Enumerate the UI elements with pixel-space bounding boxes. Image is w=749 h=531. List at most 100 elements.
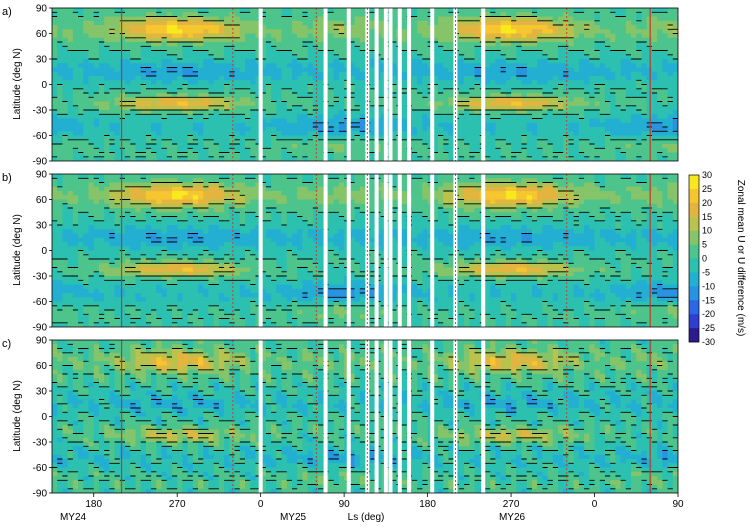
- panel-b: [51, 173, 679, 328]
- x-tick-label: 0: [258, 499, 264, 510]
- data-gap-bar: [374, 340, 379, 493]
- y-tick-label: -30: [33, 272, 48, 283]
- colorbar-segment: [689, 202, 699, 218]
- y-tick-label: -90: [33, 157, 48, 168]
- y-tick-label: -30: [33, 438, 48, 449]
- y-tick-label: -30: [33, 106, 48, 117]
- y-tick-label: -90: [33, 323, 48, 334]
- colorbar-tick-label: -25: [702, 323, 715, 333]
- mars-year-label-my26: MY26: [499, 512, 526, 523]
- colorbar: 30 25 20 15 10 5 0 -5 -10 -15 -20 -25 -30: [688, 170, 715, 347]
- colorbar-label: Zonal mean U or U difference (m/s): [735, 180, 746, 337]
- y-axis-label-a: Latitude (deg N): [12, 48, 23, 120]
- y-axis-label-b: Latitude (deg N): [12, 214, 23, 286]
- x-tick-label: 270: [503, 499, 520, 510]
- data-gap-bar: [430, 174, 435, 327]
- y-tick-label: 0: [41, 412, 47, 423]
- colorbar-tick-label: -10: [702, 281, 715, 291]
- data-gap-bar: [388, 8, 393, 161]
- colorbar-tick-label: -30: [702, 337, 715, 347]
- y-tick-label: 90: [36, 4, 48, 15]
- data-gap-bar: [407, 174, 412, 327]
- colorbar-segment: [689, 244, 699, 259]
- y-tick-label: 90: [36, 170, 48, 181]
- x-tick-label: 90: [339, 499, 351, 510]
- y-axis-label-c: Latitude (deg N): [12, 380, 23, 452]
- colorbar-tick-label: 30: [702, 170, 712, 180]
- colorbar-segment: [689, 286, 699, 301]
- data-gap-bar: [388, 174, 393, 327]
- panel-label-a: a): [2, 6, 12, 18]
- x-tick-labels: 180270090180270090180270090: [85, 493, 684, 510]
- data-gap-bar: [383, 174, 388, 327]
- data-gap-bar: [383, 8, 388, 161]
- y-tick-label: -90: [33, 489, 48, 500]
- colorbar-tick-label: -20: [702, 309, 715, 319]
- colorbar-segment: [689, 314, 699, 329]
- data-gap-bar: [481, 8, 486, 161]
- y-tick-label: 60: [36, 29, 48, 40]
- data-gap-bar: [374, 174, 379, 327]
- data-gap-bar: [323, 8, 328, 161]
- colorbar-segment: [689, 300, 699, 315]
- y-tick-label: -60: [33, 131, 48, 142]
- data-gap-bar: [388, 340, 393, 493]
- data-gap-bar: [258, 174, 263, 327]
- y-tick-label: 30: [36, 55, 48, 66]
- colorbar-segment: [689, 230, 699, 245]
- colorbar-tick-label: 10: [702, 226, 712, 236]
- panel-label-b: b): [2, 172, 12, 184]
- x-tick-label: 90: [672, 499, 684, 510]
- data-gap-bar: [258, 340, 263, 493]
- panel-label-c: c): [2, 338, 11, 350]
- y-tick-label: -60: [33, 463, 48, 474]
- colorbar-tick-label: -5: [702, 267, 710, 277]
- colorbar-segment: [689, 175, 699, 190]
- colorbar-segment: [689, 328, 699, 343]
- colorbar-tick-label: -15: [702, 295, 715, 305]
- y-tick-label: 30: [36, 387, 48, 398]
- colorbar-segment: [689, 272, 699, 287]
- x-tick-label: 270: [169, 499, 186, 510]
- data-gap-bar: [323, 174, 328, 327]
- x-axis-label: Ls (deg): [348, 512, 385, 523]
- data-gap-bar: [397, 8, 402, 161]
- data-gap-bar: [397, 340, 402, 493]
- colorbar-segment: [689, 216, 699, 231]
- y-tick-label: 60: [36, 195, 48, 206]
- panel-c: [51, 339, 679, 494]
- colorbar-tick-label: 25: [702, 184, 712, 194]
- y-tick-label: 30: [36, 221, 48, 232]
- data-gap-bar: [430, 8, 435, 161]
- y-tick-label: 90: [36, 336, 48, 347]
- colorbar-segment: [689, 188, 699, 204]
- data-gap-bar: [481, 340, 486, 493]
- panel-a: [51, 7, 679, 162]
- data-gap-bar: [323, 340, 328, 493]
- x-tick-label: 180: [85, 499, 102, 510]
- y-tick-label: -60: [33, 297, 48, 308]
- mars-year-label-my24: MY24: [60, 512, 87, 523]
- y-tick-label: 60: [36, 361, 48, 372]
- colorbar-tick-label: 20: [702, 198, 712, 208]
- x-tick-label: 180: [419, 499, 436, 510]
- mars-year-label-my25: MY25: [280, 512, 307, 523]
- data-gap-bar: [430, 340, 435, 493]
- data-gap-bar: [383, 340, 388, 493]
- y-tick-label: 0: [41, 246, 47, 257]
- y-tick-labels: 90 60 30 0 -30 -60 -90 90 60 30 0 -30 -60 -90 90 60 30 0 -…: [33, 4, 52, 500]
- data-gap-bar: [346, 174, 351, 327]
- colorbar-tick-label: 5: [702, 240, 707, 250]
- data-gap-bar: [407, 340, 412, 493]
- data-gap-bar: [397, 174, 402, 327]
- data-gap-bar: [374, 8, 379, 161]
- x-tick-label: 0: [592, 499, 598, 510]
- colorbar-tick-label: 0: [702, 254, 707, 264]
- colorbar-segment: [689, 258, 699, 273]
- data-gap-bar: [258, 8, 263, 161]
- data-gap-bar: [407, 8, 412, 161]
- data-gap-bar: [346, 8, 351, 161]
- data-gap-bar: [481, 174, 486, 327]
- colorbar-tick-label: 15: [702, 212, 712, 222]
